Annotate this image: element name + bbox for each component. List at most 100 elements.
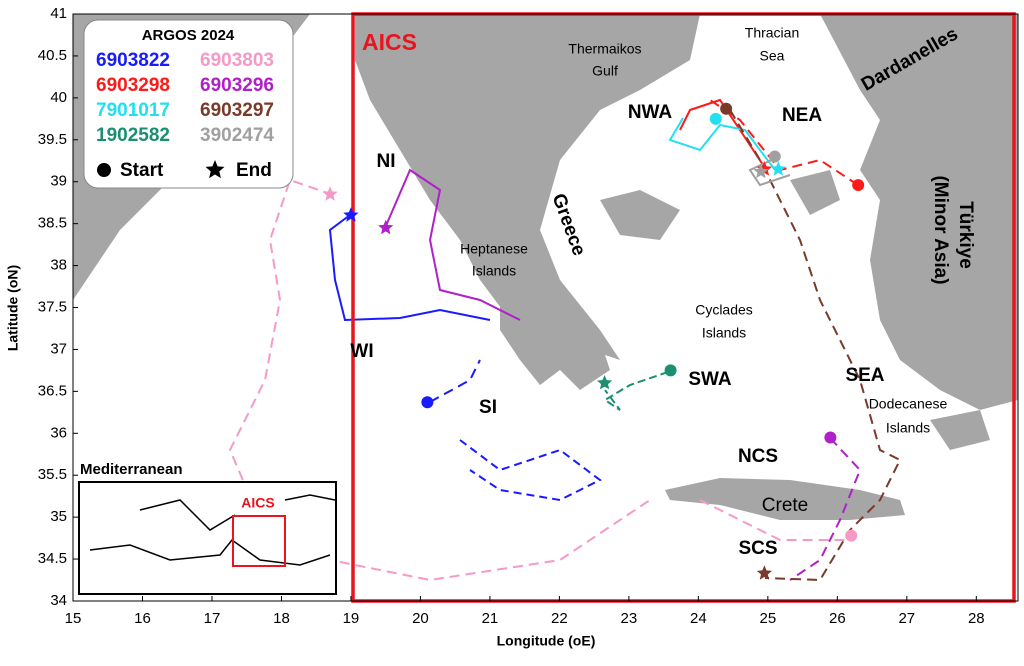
end-marker — [343, 207, 359, 222]
inset-box — [232, 515, 286, 567]
inset-frame — [78, 481, 337, 595]
y-tick-label: 35.5 — [38, 466, 67, 483]
y-tick-label: 34.5 — [38, 550, 67, 567]
x-tick-label: 27 — [898, 610, 915, 627]
y-axis-label: Latitude (oN) — [5, 265, 21, 351]
y-tick-label: 41 — [50, 5, 67, 22]
region-label: NCS — [738, 446, 778, 467]
x-tick-label: 24 — [690, 610, 707, 627]
y-tick-label: 34 — [50, 592, 67, 609]
place-label: Islands — [702, 325, 746, 341]
start-marker — [664, 364, 677, 377]
x-tick-label: 25 — [760, 610, 777, 627]
place-label: Sea — [760, 48, 785, 64]
axes: Longitude (oE) Latitude (oN) 15 16 17 18 19 2… — [5, 5, 1019, 649]
track — [459, 439, 602, 502]
y-tick-label: 40.5 — [38, 47, 67, 64]
y-tick-label: 39.5 — [38, 131, 67, 148]
place-label: Crete — [762, 495, 808, 516]
aics-label: AICS — [362, 29, 417, 55]
region-label: SWA — [688, 369, 732, 390]
x-tick-label: 21 — [482, 610, 499, 627]
place-label: Thermaikos — [568, 41, 641, 57]
start-marker — [845, 529, 858, 542]
start-marker — [720, 102, 733, 115]
end-marker — [753, 163, 769, 179]
region-label: WI — [350, 341, 373, 362]
y-tick-label: 35 — [50, 508, 67, 525]
x-tick-label: 26 — [829, 610, 846, 627]
y-tick-label: 38.5 — [38, 215, 67, 232]
track — [384, 168, 521, 321]
track — [699, 499, 850, 541]
legend-entry: 1902582 — [96, 125, 170, 146]
x-tick-label: 18 — [273, 610, 290, 627]
legend-entry: 6903803 — [200, 50, 274, 71]
y-tick-label: 37.5 — [38, 298, 67, 315]
inset: Mediterranean AICS — [78, 461, 337, 595]
x-axis-label: Longitude (oE) — [497, 633, 596, 649]
x-tick-label: 16 — [134, 610, 151, 627]
place-label: (Minor Asia) — [930, 175, 951, 284]
place-label: Cyclades — [695, 302, 753, 318]
region-label: SI — [479, 397, 497, 418]
y-tick-label: 37 — [50, 340, 67, 357]
x-tick-label: 20 — [412, 610, 429, 627]
legend-entry: 3902474 — [200, 125, 274, 146]
legend-entry: 6903822 — [96, 50, 170, 71]
legend-entry: 7901017 — [96, 100, 170, 121]
euboea — [600, 190, 680, 240]
rhodes — [930, 410, 990, 450]
legend-entry: 6903297 — [200, 100, 274, 121]
end-marker — [597, 375, 613, 390]
start-marker — [709, 112, 722, 125]
end-marker — [378, 219, 394, 235]
track — [729, 109, 902, 582]
place-label: Gulf — [592, 63, 618, 79]
place-label: Thracian — [745, 25, 799, 41]
end-marker — [770, 161, 786, 176]
start-marker — [768, 150, 781, 163]
peloponnese — [500, 300, 610, 390]
track — [679, 98, 766, 169]
place-label: Islands — [886, 420, 930, 436]
x-tick-label: 17 — [204, 610, 221, 627]
place-label: Türkiye — [955, 201, 976, 269]
track — [228, 178, 651, 582]
region-label: NWA — [628, 102, 673, 123]
y-tick-label: 36 — [50, 424, 67, 441]
track — [668, 117, 776, 171]
lesvos — [790, 170, 840, 215]
y-tick-label: 36.5 — [38, 382, 67, 399]
legend-start: Start — [120, 160, 164, 181]
region-label: SEA — [845, 365, 884, 386]
legend-entry: 6903296 — [200, 75, 274, 96]
place-label: Dodecanese — [869, 396, 948, 412]
y-tick-label: 39 — [50, 173, 67, 190]
inset-title: Mediterranean — [80, 461, 183, 478]
region-label: NEA — [782, 105, 822, 126]
x-tick-label: 23 — [621, 610, 638, 627]
y-tick-label: 40 — [50, 89, 67, 106]
inset-coast — [89, 494, 336, 566]
track — [328, 214, 491, 322]
legend-entry: 6903298 — [96, 75, 170, 96]
greece-mainland — [355, 14, 700, 370]
region-label: SCS — [738, 538, 777, 559]
start-marker — [852, 179, 865, 192]
legend-frame — [83, 19, 294, 189]
legend: ARGOS 2024 6903822 6903803 6903298 6903296 7… — [83, 19, 294, 189]
legend-start-symbol — [97, 163, 111, 177]
end-marker — [756, 565, 772, 580]
y-tick-label: 38 — [50, 257, 67, 274]
track — [748, 157, 791, 187]
legend-end-symbol — [205, 160, 225, 179]
x-tick-label: 28 — [968, 610, 985, 627]
region-label: NI — [377, 151, 396, 172]
start-marker — [421, 396, 434, 409]
track — [603, 371, 669, 411]
legend-end: End — [236, 160, 272, 181]
place-label: Islands — [472, 263, 516, 279]
x-tick-label: 22 — [551, 610, 568, 627]
